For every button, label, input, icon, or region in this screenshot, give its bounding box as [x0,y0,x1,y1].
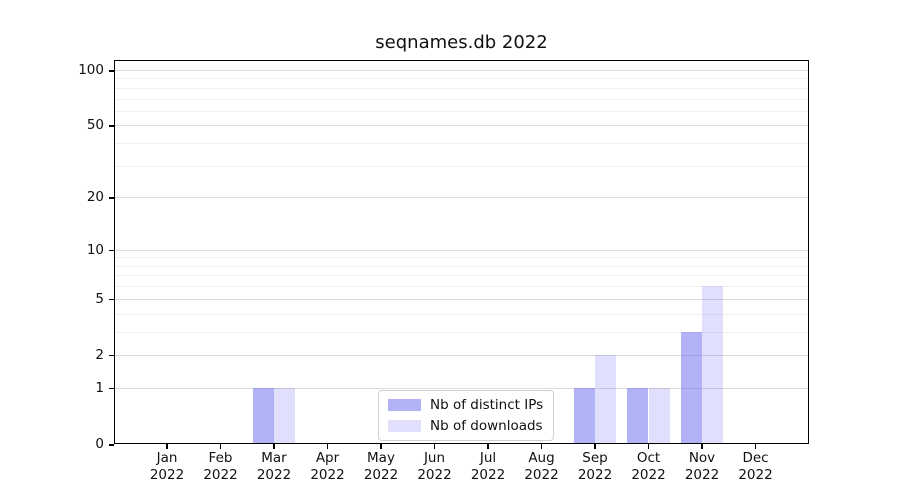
y-tick-mark [109,197,114,199]
legend-swatch [388,399,421,411]
major-gridline [114,197,809,199]
bar-downloads [595,354,617,444]
x-tick-mark [166,444,168,449]
legend-label: Nb of downloads [430,418,543,434]
minor-gridline [114,165,809,167]
minor-gridline [114,143,809,145]
major-gridline [114,298,809,300]
x-tick-label: Apr 2022 [310,450,345,483]
y-tick-mark [109,125,114,127]
x-tick-label: Jan 2022 [149,450,185,483]
bar-distinct-ips [252,387,274,444]
x-tick-mark [326,444,329,449]
bar-distinct-ips [680,331,702,444]
y-tick-label: 50 [86,117,104,134]
legend-label: Nb of distinct IPs [430,397,544,413]
legend-item: Nb of downloads [388,418,543,434]
x-tick-mark [380,444,382,449]
chart-title: seqnames.db 2022 [375,32,548,53]
y-tick-mark [109,387,114,390]
x-tick-label: Sep 2022 [577,450,613,483]
y-tick-mark [109,444,114,446]
x-tick-mark [433,444,436,449]
y-tick-label: 20 [86,189,104,206]
x-tick-mark [647,444,650,449]
x-tick-mark [219,444,222,449]
y-tick-mark [109,298,114,301]
legend-swatch [388,420,421,432]
x-tick-label: Aug 2022 [524,450,559,483]
legend-item: Nb of distinct IPs [388,397,543,413]
y-tick-label: 100 [78,62,104,78]
plot-area: Nb of distinct IPs Nb of downloads [114,60,809,444]
major-gridline [114,387,809,389]
bar-distinct-ips [573,387,595,444]
minor-gridline [114,87,809,89]
bar-downloads [702,286,724,444]
bar-downloads [274,387,296,444]
major-gridline [114,125,809,127]
x-tick-mark [701,444,703,449]
y-tick-label: 1 [95,379,104,396]
x-tick-label: Dec 2022 [738,450,773,483]
minor-gridline [114,257,809,259]
major-gridline [114,249,809,251]
x-tick-label: Nov 2022 [684,450,720,483]
minor-gridline [114,265,809,267]
bar-downloads [648,387,670,444]
x-tick-label: Jul 2022 [470,450,506,483]
x-tick-mark [540,444,543,449]
x-tick-mark [273,444,275,449]
minor-gridline [114,286,809,288]
x-tick-mark [754,444,757,449]
x-tick-label: Oct 2022 [631,450,666,483]
minor-gridline [114,110,809,112]
y-tick-label: 0 [95,436,104,452]
y-tick-label: 5 [95,290,104,307]
major-gridline [114,354,809,356]
y-tick-mark [109,249,114,252]
x-tick-mark [594,444,596,449]
minor-gridline [114,275,809,277]
x-tick-label: Mar 2022 [256,450,292,483]
x-tick-label: Jun 2022 [417,450,452,483]
y-tick-label: 10 [86,241,104,258]
minor-gridline [114,331,809,333]
y-tick-mark [109,354,114,357]
major-gridline [114,70,809,71]
y-tick-mark [109,70,114,72]
legend: Nb of distinct IPs Nb of downloads [378,390,555,441]
minor-gridline [114,98,809,100]
x-tick-label: May 2022 [363,450,399,483]
x-tick-label: Feb 2022 [203,450,238,483]
minor-gridline [114,313,809,315]
minor-gridline [114,78,809,80]
x-tick-mark [487,444,489,449]
bar-distinct-ips [627,387,649,444]
y-tick-label: 2 [95,346,104,363]
